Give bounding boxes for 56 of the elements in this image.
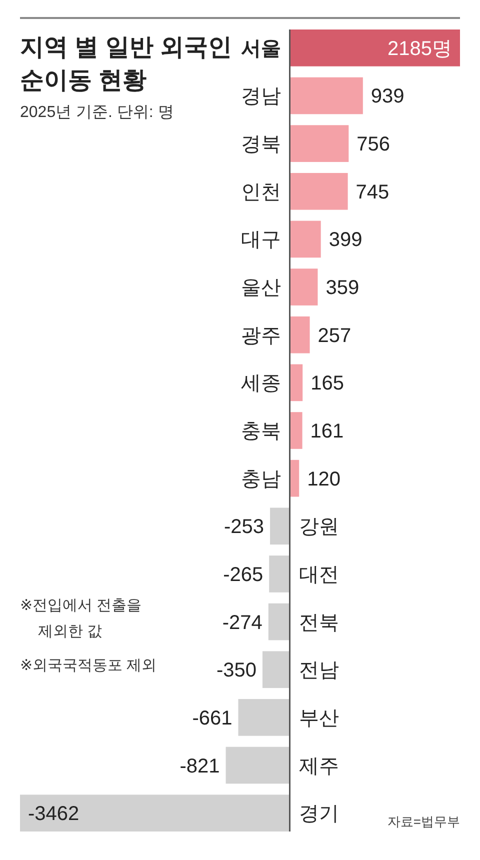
bar xyxy=(290,364,303,402)
data-label: -661 xyxy=(192,707,232,730)
bar xyxy=(290,316,310,354)
data-label: 399 xyxy=(328,229,362,252)
data-label: 939 xyxy=(370,86,404,108)
y-tick-label: 전북 xyxy=(298,612,339,634)
y-tick-label: 세종 xyxy=(240,372,281,395)
annotation: ※전입에서 전출을 제외한 값 xyxy=(20,596,142,640)
y-tick-label: 경북 xyxy=(240,134,281,156)
y-tick-label: 대구 xyxy=(240,229,281,252)
y-tick-label: 광주 xyxy=(240,324,281,347)
y-tick-label: 강원 xyxy=(298,516,339,538)
y-tick-label: 인천 xyxy=(240,181,281,204)
bar xyxy=(290,268,318,306)
bar xyxy=(290,460,300,497)
y-tick-label: 울산 xyxy=(240,277,281,300)
bar xyxy=(268,603,290,640)
data-label: 745 xyxy=(356,181,390,204)
annotation: 자료=법무부 xyxy=(387,814,460,830)
y-tick-label: 부산 xyxy=(298,707,339,730)
data-label: 756 xyxy=(356,134,390,156)
data-label: -253 xyxy=(224,516,264,538)
data-label: 2185명 xyxy=(388,38,452,60)
data-label: -274 xyxy=(222,612,262,634)
text: 2025년 기준. 단위: 명 xyxy=(20,104,174,121)
y-tick-label: 전남 xyxy=(298,660,339,682)
y-tick-label: 경남 xyxy=(240,86,281,108)
data-label: -821 xyxy=(180,755,220,778)
data-label: 120 xyxy=(307,468,340,490)
bar xyxy=(270,508,290,545)
annotation: ※외국국적동포 제외 xyxy=(20,656,157,674)
bar xyxy=(226,746,290,784)
y-tick-label: 충북 xyxy=(240,420,281,442)
data-label: 359 xyxy=(326,277,360,300)
bar xyxy=(262,651,290,688)
bar xyxy=(290,412,302,449)
bar xyxy=(238,699,290,736)
data-label: -265 xyxy=(223,564,264,586)
y-tick-label: 대전 xyxy=(298,564,339,586)
bar xyxy=(290,125,349,162)
data-label: -350 xyxy=(216,660,256,682)
bar xyxy=(290,172,348,210)
y-tick-label: 서울 xyxy=(240,38,281,60)
data-label: -3462 xyxy=(28,803,80,826)
bar xyxy=(20,794,290,832)
bar xyxy=(290,30,460,66)
bar xyxy=(290,77,363,114)
bar xyxy=(290,220,321,258)
y-tick-label: 경기 xyxy=(298,803,339,826)
y-tick-label: 제주 xyxy=(298,755,339,778)
text: 지역 별 일반 외국인 순이동 현황 xyxy=(20,34,232,94)
data-label: 257 xyxy=(318,324,352,347)
y-tick-label: 충남 xyxy=(240,468,281,490)
bar xyxy=(269,556,290,592)
data-label: 165 xyxy=(310,372,344,395)
data-label: 161 xyxy=(310,420,344,442)
